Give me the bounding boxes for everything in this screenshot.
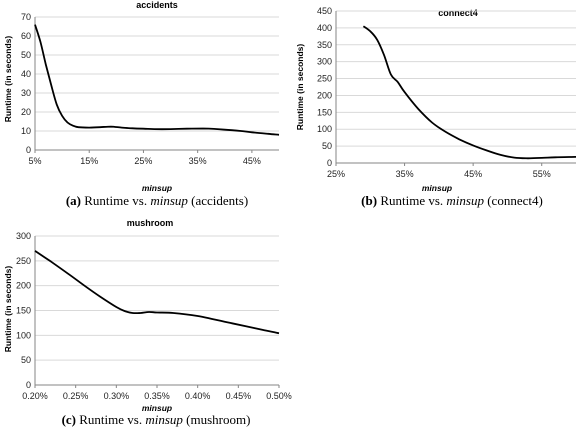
x-tick-labels: 25% 35% 45% 55% (327, 169, 551, 179)
caption-suffix: (connect4) (484, 193, 543, 208)
caption-label: (a) (66, 193, 81, 208)
x-tick-label: 0.25% (63, 391, 89, 401)
caption-prefix: Runtime vs. (79, 412, 145, 427)
caption-prefix: Runtime vs. (84, 193, 150, 208)
y-tick-label: 0 (26, 145, 31, 155)
runtime-line (34, 24, 280, 136)
caption-emph: minsup (150, 193, 188, 208)
x-tick-labels: 5% 15% 25% 35% 45% (28, 156, 260, 166)
x-tick-label: 0.40% (185, 391, 211, 401)
chart-accidents: accidents 0 10 20 30 40 50 60 70 5% 15% 25% 35% 45%… (3, 0, 280, 208)
y-tick-label: 10 (21, 126, 31, 136)
y-tick-label: 200 (16, 281, 31, 291)
axes (34, 17, 279, 153)
caption: (a) Runtime vs. minsup (accidents) (66, 193, 248, 208)
y-tick-label: 50 (21, 355, 31, 365)
caption-suffix: (accidents) (188, 193, 248, 208)
runtime-line (362, 25, 577, 160)
gridlines (35, 16, 279, 132)
x-axis-label: minsup (142, 403, 172, 413)
y-tick-label: 250 (317, 74, 332, 84)
gridlines (336, 10, 576, 147)
caption: (b) Runtime vs. minsup (connect4) (361, 193, 543, 208)
y-tick-label: 300 (317, 57, 332, 67)
y-axis-label: Runtime (in seconds) (3, 266, 13, 353)
chart-title: accidents (136, 0, 178, 10)
y-tick-label: 100 (16, 330, 31, 340)
x-tick-label: 35% (396, 169, 414, 179)
x-tick-label: 55% (533, 169, 551, 179)
y-tick-label: 0 (26, 380, 31, 390)
caption-emph: minsup (145, 412, 183, 427)
x-tick-labels: 0.20% 0.25% 0.30% 0.35% 0.40% 0.45% 0.50% (22, 391, 292, 401)
y-tick-labels: 0 50 100 150 200 250 300 (16, 231, 31, 390)
y-tick-labels: 0 50 100 150 200 250 300 350 400 450 (317, 6, 332, 168)
x-axis-label: minsup (422, 183, 452, 193)
caption-prefix: Runtime vs. (380, 193, 446, 208)
caption-label: (b) (361, 193, 377, 208)
y-tick-label: 250 (16, 256, 31, 266)
chart-title: mushroom (127, 218, 174, 228)
caption-label: (c) (62, 412, 76, 427)
x-tick-label: 0.50% (266, 391, 292, 401)
y-tick-label: 50 (21, 50, 31, 60)
axes (335, 11, 576, 166)
runtime-line (34, 250, 280, 335)
x-tick-label: 0.20% (22, 391, 48, 401)
y-tick-label: 30 (21, 88, 31, 98)
y-tick-label: 200 (317, 90, 332, 100)
x-tick-label: 15% (80, 156, 98, 166)
y-tick-label: 60 (21, 31, 31, 41)
y-tick-label: 0 (327, 158, 332, 168)
chart-connect4: connect4 0 50 100 150 200 250 300 350 400 450 25%… (295, 6, 577, 208)
gridlines (35, 235, 279, 361)
chart-title: connect4 (438, 8, 478, 18)
x-tick-label: 45% (243, 156, 261, 166)
y-tick-label: 450 (317, 6, 332, 16)
y-tick-label: 20 (21, 107, 31, 117)
y-tick-label: 100 (317, 124, 332, 134)
axes (34, 236, 280, 388)
y-tick-label: 70 (21, 12, 31, 22)
y-tick-label: 300 (16, 231, 31, 241)
x-tick-label: 0.35% (144, 391, 170, 401)
y-tick-label: 150 (16, 306, 31, 316)
x-tick-label: 35% (189, 156, 207, 166)
x-tick-label: 5% (28, 156, 41, 166)
x-axis-label: minsup (142, 183, 172, 193)
y-axis-label: Runtime (in seconds) (295, 44, 305, 131)
x-tick-label: 0.45% (226, 391, 252, 401)
x-tick-label: 25% (327, 169, 345, 179)
y-tick-label: 400 (317, 23, 332, 33)
y-axis-label: Runtime (in seconds) (3, 36, 13, 123)
x-tick-label: 45% (464, 169, 482, 179)
caption-emph: minsup (446, 193, 484, 208)
y-tick-label: 50 (322, 141, 332, 151)
y-tick-labels: 0 10 20 30 40 50 60 70 (21, 12, 31, 155)
y-tick-label: 150 (317, 107, 332, 117)
caption: (c) Runtime vs. minsup (mushroom) (62, 412, 251, 427)
caption-suffix: (mushroom) (183, 412, 251, 427)
y-tick-label: 40 (21, 69, 31, 79)
x-tick-label: 0.30% (104, 391, 130, 401)
y-tick-label: 350 (317, 40, 332, 50)
x-tick-label: 25% (134, 156, 152, 166)
